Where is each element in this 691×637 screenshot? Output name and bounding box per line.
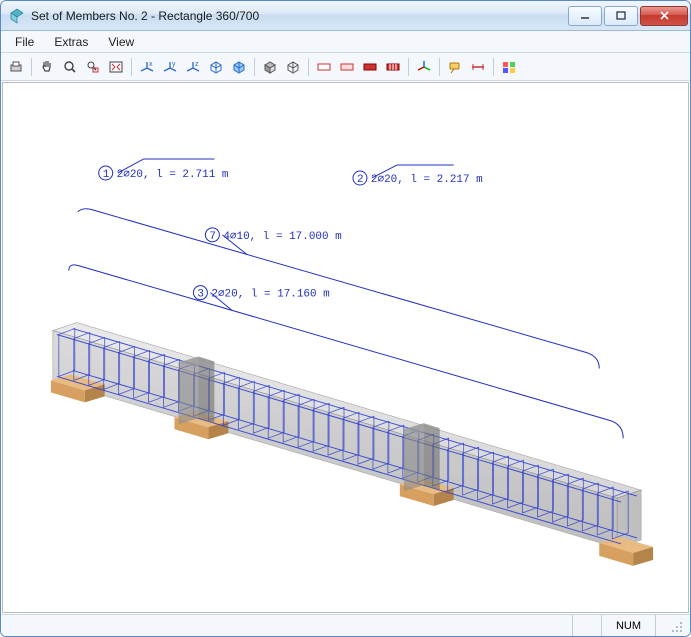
viewport-3d[interactable]: 1 2⌀20, l = 2.711 m 2 2⌀20, l = 2.217 m … <box>2 82 689 613</box>
app-icon <box>9 8 25 24</box>
axes-icon[interactable] <box>413 56 435 78</box>
zoom-window-icon[interactable] <box>82 56 104 78</box>
zoom-extents-icon[interactable] <box>105 56 127 78</box>
layer1-icon[interactable] <box>313 56 335 78</box>
callout-1: 1 2⌀20, l = 2.711 m <box>99 159 229 181</box>
statusbar: NUM <box>1 614 690 636</box>
color-icon[interactable] <box>498 56 520 78</box>
callout-num: 3 <box>197 289 204 301</box>
status-num: NUM <box>601 615 655 636</box>
dim-icon[interactable] <box>467 56 489 78</box>
layer4-icon[interactable] <box>382 56 404 78</box>
minimize-button[interactable] <box>568 6 602 26</box>
callout-num: 2 <box>357 174 364 186</box>
close-button[interactable] <box>640 6 688 26</box>
column-stub <box>178 356 214 424</box>
column-stub <box>404 423 440 491</box>
toolbar-separator <box>31 58 32 76</box>
pan-icon[interactable] <box>36 56 58 78</box>
menubar: File Extras View <box>1 31 690 53</box>
status-empty <box>572 615 601 636</box>
app-window: Set of Members No. 2 - Rectangle 360/700… <box>0 0 691 637</box>
callout-text: 2⌀20, l = 2.711 m <box>117 169 229 181</box>
menu-extras[interactable]: Extras <box>44 33 98 51</box>
view-y-icon[interactable]: y <box>159 56 181 78</box>
view-rotate-icon[interactable] <box>228 56 250 78</box>
view-iso-icon[interactable] <box>205 56 227 78</box>
callout-2: 2 2⌀20, l = 2.217 m <box>353 165 483 186</box>
toolbar-separator <box>439 58 440 76</box>
tag-icon[interactable] <box>444 56 466 78</box>
render-wire-icon[interactable] <box>282 56 304 78</box>
view-x-icon[interactable]: x <box>136 56 158 78</box>
callout-text: 2⌀20, l = 17.160 m <box>211 289 330 301</box>
layer3-icon[interactable] <box>359 56 381 78</box>
resize-grip-icon[interactable] <box>668 618 684 634</box>
titlebar: Set of Members No. 2 - Rectangle 360/700 <box>1 1 690 31</box>
status-empty2 <box>655 615 668 636</box>
callout-text: 4⌀10, l = 17.000 m <box>223 231 342 243</box>
callout-text: 2⌀20, l = 2.217 m <box>371 174 483 186</box>
menu-view[interactable]: View <box>98 33 144 51</box>
svg-text:x: x <box>149 61 153 68</box>
toolbar-separator <box>308 58 309 76</box>
svg-text:z: z <box>195 61 199 68</box>
toolbar-separator <box>254 58 255 76</box>
maximize-button[interactable] <box>604 6 638 26</box>
svg-text:y: y <box>172 61 176 68</box>
layer2-icon[interactable] <box>336 56 358 78</box>
callout-num: 1 <box>103 169 110 181</box>
print-icon[interactable] <box>5 56 27 78</box>
render-solid-icon[interactable] <box>259 56 281 78</box>
menu-file[interactable]: File <box>5 33 44 51</box>
toolbar-separator <box>131 58 132 76</box>
zoom-icon[interactable] <box>59 56 81 78</box>
toolbar-separator <box>493 58 494 76</box>
callout-num: 7 <box>209 231 216 243</box>
window-controls <box>566 6 688 26</box>
support-block <box>599 537 653 566</box>
view-z-icon[interactable]: z <box>182 56 204 78</box>
toolbar: x y z <box>1 53 690 81</box>
window-title: Set of Members No. 2 - Rectangle 360/700 <box>31 9 566 23</box>
toolbar-separator <box>408 58 409 76</box>
